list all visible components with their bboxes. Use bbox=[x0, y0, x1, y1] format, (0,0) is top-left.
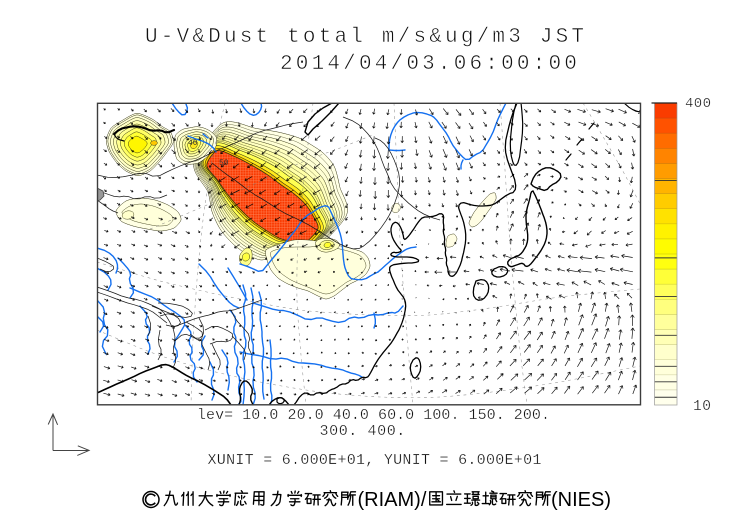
svg-text:50: 50 bbox=[219, 159, 229, 168]
svg-text:40: 40 bbox=[188, 139, 198, 148]
svg-text:(NIES): (NIES) bbox=[551, 489, 611, 511]
svg-text:(RIAM)/: (RIAM)/ bbox=[358, 489, 427, 511]
